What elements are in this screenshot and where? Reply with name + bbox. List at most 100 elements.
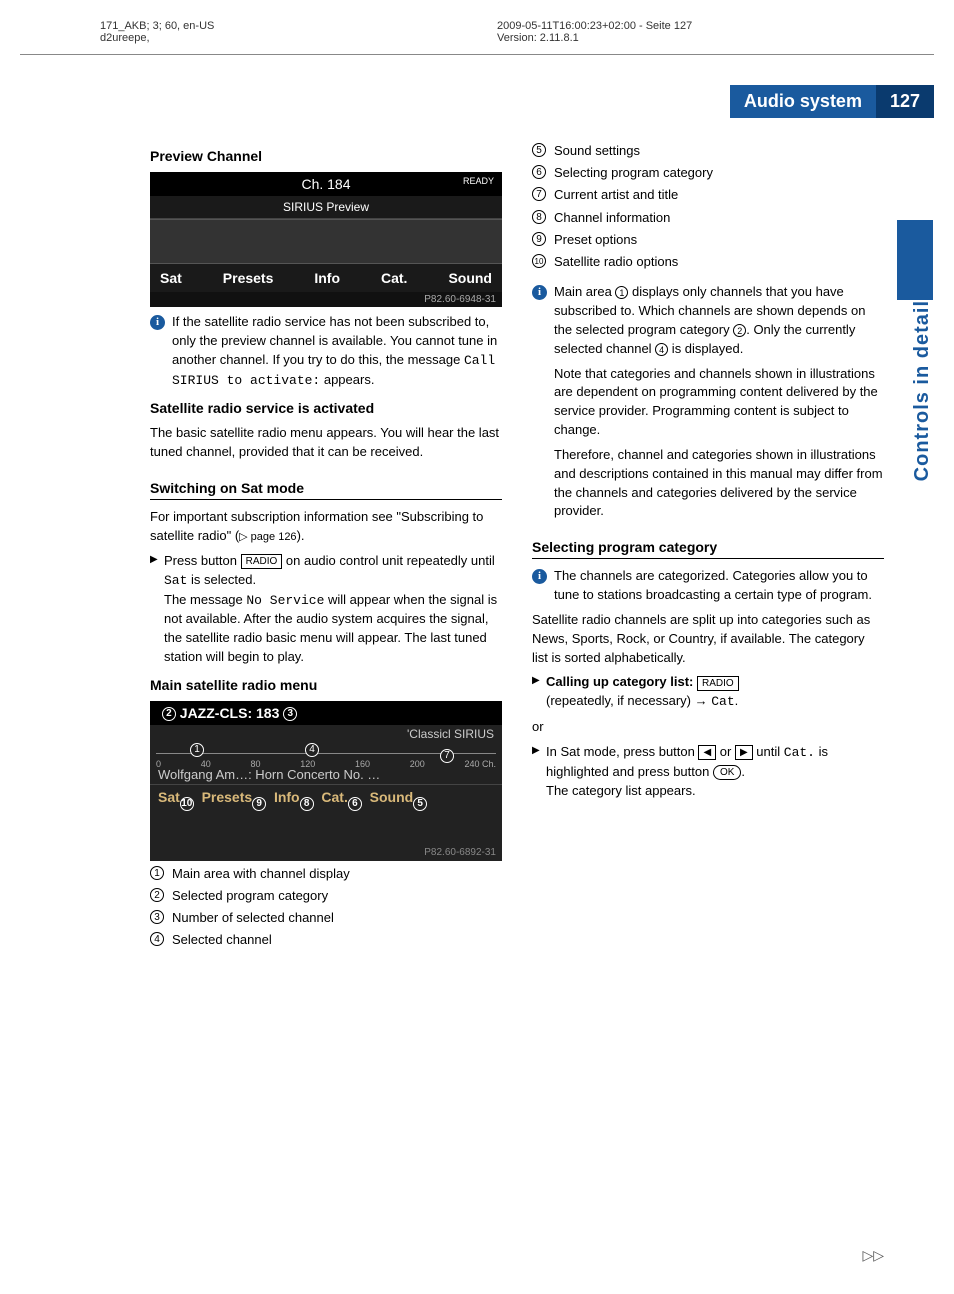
heading-preview-channel: Preview Channel bbox=[150, 148, 502, 164]
meta-right: 2009-05-11T16:00:23+02:00 - Seite 127 Ve… bbox=[497, 20, 894, 44]
ready-indicator: READY bbox=[463, 176, 494, 186]
callout-1: 1 bbox=[190, 743, 204, 757]
img2-ruler: 1 4 7 0 40 80 120 160 200 240 Ch. bbox=[150, 743, 502, 765]
step3-b: or bbox=[716, 744, 735, 759]
legend-left: 1Main area with channel display 2Selecte… bbox=[150, 865, 502, 950]
m2-info: Info bbox=[274, 789, 300, 805]
info1-tail: appears. bbox=[320, 372, 374, 387]
side-tab-label: Controls in detail bbox=[911, 300, 934, 481]
ruler-240: 240 Ch. bbox=[464, 759, 496, 769]
img2-row1-text: JAZZ-CLS: 183 bbox=[180, 705, 280, 721]
content: Preview Channel Ch. 184 READY SIRIUS Pre… bbox=[0, 138, 954, 954]
step-press-radio: Press button RADIO on audio control unit… bbox=[150, 552, 502, 667]
legend-5-text: Sound settings bbox=[554, 143, 640, 158]
key-left: ◀ bbox=[698, 745, 716, 760]
info-note-1-text: If the satellite radio service has not b… bbox=[172, 313, 502, 390]
screenshot-imgref: P82.60-6948-31 bbox=[150, 292, 502, 307]
callout-5: 5 bbox=[413, 797, 427, 811]
menu-sat: Sat bbox=[160, 270, 182, 286]
legend-num-10: 10 bbox=[532, 254, 546, 268]
callout-4: 4 bbox=[305, 743, 319, 757]
callout-9: 9 bbox=[252, 797, 266, 811]
info-note-1: i If the satellite radio service has not… bbox=[150, 313, 502, 390]
legend-right: 5 Sound settings 6 Selecting program categ… bbox=[532, 142, 884, 271]
side-tab-bar bbox=[897, 220, 933, 300]
right-column: 5 Sound settings 6 Selecting program categ… bbox=[532, 138, 884, 954]
legend-num-1: 1 bbox=[150, 866, 164, 880]
legend-num-9: 9 bbox=[532, 232, 546, 246]
img2-row2: 'Classicl SIRIUS bbox=[150, 725, 502, 743]
top-meta: 171_AKB; 3; 60, en-US d2ureepe, 2009-05-… bbox=[0, 0, 954, 54]
legend-8-text: Channel information bbox=[554, 210, 670, 225]
legend-4: 4Selected channel bbox=[150, 931, 502, 949]
heading-switching: Switching on Sat mode bbox=[150, 480, 502, 500]
left-column: Preview Channel Ch. 184 READY SIRIUS Pre… bbox=[150, 138, 502, 954]
switching-intro-a: For important subscription information s… bbox=[150, 509, 483, 543]
step-in-sat-mode: In Sat mode, press button ◀ or ▶ until C… bbox=[532, 743, 884, 801]
callout-8: 8 bbox=[300, 797, 314, 811]
step3-a: In Sat mode, press button bbox=[546, 744, 698, 759]
callout-2: 2 bbox=[162, 707, 176, 721]
heading-select-category: Selecting program category bbox=[532, 539, 884, 559]
menu-cat: Cat. bbox=[381, 270, 407, 286]
legend-9: 9 Preset options bbox=[532, 231, 884, 249]
step2-b: (repeatedly, if necessary) → bbox=[546, 693, 711, 708]
key-radio-2: RADIO bbox=[697, 676, 739, 691]
step3-c: until bbox=[753, 744, 784, 759]
header-bar: Audio system 127 bbox=[20, 85, 934, 118]
legend-3-text: Number of selected channel bbox=[172, 910, 334, 925]
info-note-3: i The channels are categorized. Categori… bbox=[532, 567, 884, 605]
step1-d: The message bbox=[164, 592, 246, 607]
paragraph-activated: The basic satellite radio menu appears. … bbox=[150, 424, 502, 462]
legend-10-text: Satellite radio options bbox=[554, 254, 678, 269]
step2-mono: Cat bbox=[711, 694, 734, 709]
ruler-40: 40 bbox=[201, 759, 211, 769]
step2-a: Calling up category list: bbox=[546, 674, 697, 689]
screenshot-menubar: Sat Presets Info Cat. Sound bbox=[150, 263, 502, 292]
info2-ref4: 4 bbox=[655, 343, 668, 356]
ruler-labels: 0 40 80 120 160 200 240 Ch. bbox=[156, 759, 496, 769]
legend-num-4: 4 bbox=[150, 932, 164, 946]
menu-presets: Presets bbox=[223, 270, 274, 286]
menu-sound: Sound bbox=[448, 270, 492, 286]
legend-num-5: 5 bbox=[532, 143, 546, 157]
info2-note: Note that categories and channels shown … bbox=[554, 365, 884, 440]
img2-menubar: Sat10 Presets9 Info8 Cat.6 Sound5 bbox=[150, 784, 502, 811]
legend-6-text: Selecting program category bbox=[554, 165, 713, 180]
step3-e: . bbox=[741, 764, 745, 779]
legend-5: 5 Sound settings bbox=[532, 142, 884, 160]
legend-7: 7Current artist and title bbox=[532, 186, 884, 204]
legend-1: 1 Main area with channel display bbox=[150, 865, 502, 883]
key-radio: RADIO bbox=[241, 554, 283, 569]
step1-mono2: No Service bbox=[246, 593, 324, 608]
legend-7-text: Current artist and title bbox=[554, 187, 678, 202]
legend-num-6: 6 bbox=[532, 165, 546, 179]
m2-sound: Sound bbox=[370, 789, 414, 805]
step1-b: on audio control unit repeatedly until bbox=[282, 553, 494, 568]
step1-a: Press button bbox=[164, 553, 241, 568]
m2-presets: Presets bbox=[202, 789, 253, 805]
ruler-80: 80 bbox=[250, 759, 260, 769]
switching-xref: ▷ page 126 bbox=[239, 531, 296, 543]
ruler-160: 160 bbox=[355, 759, 370, 769]
info-icon: i bbox=[150, 315, 165, 330]
legend-6: 6 Selecting program category bbox=[532, 164, 884, 182]
m2-sat: Sat bbox=[158, 789, 180, 805]
screenshot-blank bbox=[150, 219, 502, 263]
step1-mono1: Sat bbox=[164, 573, 187, 588]
info-note-2: i Main area 1 displays only channels tha… bbox=[532, 283, 884, 521]
key-right: ▶ bbox=[735, 745, 753, 760]
switching-intro-tail: ). bbox=[297, 528, 305, 543]
key-ok: OK bbox=[713, 765, 741, 780]
legend-8: 8Channel information bbox=[532, 209, 884, 227]
meta-right-line2: Version: 2.11.8.1 bbox=[497, 32, 894, 44]
legend-9-text: Preset options bbox=[554, 232, 637, 247]
ruler-120: 120 bbox=[300, 759, 315, 769]
info2-d: is displayed. bbox=[668, 341, 743, 356]
heading-main-menu: Main satellite radio menu bbox=[150, 677, 502, 693]
legend-10: 10 Satellite radio options bbox=[532, 253, 884, 271]
paragraph-catsplit: Satellite radio channels are split up in… bbox=[532, 611, 884, 668]
legend-1-text: Main area with channel display bbox=[172, 866, 350, 881]
ruler-0: 0 bbox=[156, 759, 161, 769]
header-rule bbox=[20, 54, 934, 55]
